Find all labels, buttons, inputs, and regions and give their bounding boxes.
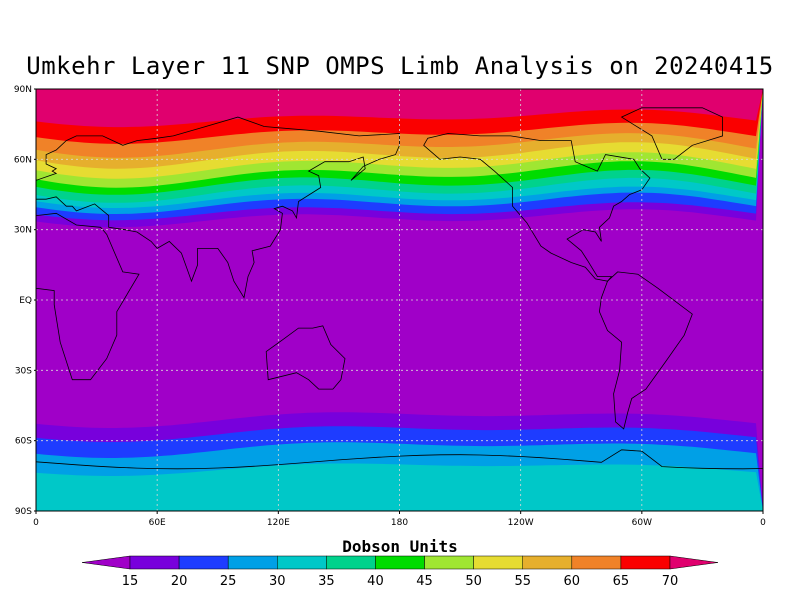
band-75: [36, 89, 763, 128]
north-america-coast: [423, 133, 651, 282]
colorbar-tick-label: 55: [514, 574, 531, 589]
colorbar: 15 20 25 30 35 40 45 50 55 60 65 70: [81, 555, 719, 589]
lon-label: 120E: [267, 518, 290, 528]
colorbar-swatch: [522, 555, 573, 570]
antarctica-coast: [35, 449, 764, 470]
colorbar-tick-label: 45: [416, 574, 433, 589]
map-title: Umkehr Layer 11 SNP OMPS Limb Analysis o…: [26, 52, 774, 80]
gridlines: [36, 89, 763, 511]
colorbar-tick-label: 15: [122, 574, 139, 589]
colorbar-tick-label: 20: [171, 574, 188, 589]
lon-label: 0: [760, 518, 766, 528]
south-america-coast: [598, 271, 693, 430]
colorbar-swatch: [571, 555, 622, 570]
colorbar-swatch: [227, 555, 278, 570]
colorbar-arrow-low: [81, 555, 131, 570]
colorbar-tick-label: 25: [220, 574, 237, 589]
lat-label: 60S: [15, 437, 32, 447]
coastlines: [35, 107, 764, 470]
colorbar-title: Dobson Units: [342, 537, 458, 556]
lat-label: 60N: [14, 155, 32, 165]
lon-label: 120W: [508, 518, 534, 528]
colorbar-swatch: [375, 555, 425, 570]
lon-label: 180: [391, 518, 408, 528]
africa-coast: [35, 212, 140, 381]
colorbar-tick-label: 60: [564, 574, 581, 589]
colorbar-swatch: [277, 555, 327, 570]
eurasia-coast: [35, 116, 400, 299]
longitude-labels: 0 60E 120E 180 120W 60W 0: [33, 511, 766, 528]
lon-label: 0: [33, 518, 39, 528]
lat-label: 90S: [15, 507, 32, 517]
australia-coast: [265, 325, 346, 390]
colorbar-swatch: [620, 555, 671, 570]
colorbar-tick-label: 70: [662, 574, 679, 589]
colorbar-tick-label: 30: [269, 574, 286, 589]
colorbar-tick-label: 65: [613, 574, 630, 589]
colorbar-swatch: [326, 555, 376, 570]
colorbar-swatch: [424, 555, 474, 570]
latitude-labels: 90N 60N 30N EQ 30S 60S 90S: [14, 85, 36, 517]
lon-label: 60W: [632, 518, 652, 528]
lat-label: 30N: [14, 226, 32, 236]
colorbar-tick-label: 35: [318, 574, 335, 589]
lon-label: 60E: [149, 518, 166, 528]
lat-label: 90N: [14, 85, 32, 95]
colorbar-tick-label: 50: [465, 574, 482, 589]
colorbar-tick-label: 40: [367, 574, 384, 589]
band-35: [36, 463, 763, 511]
colorbar-swatch: [178, 555, 229, 570]
lat-label: EQ: [19, 296, 32, 306]
lat-label: 30S: [15, 366, 32, 376]
colorbar-arrow-high: [669, 555, 719, 570]
colorbar-swatch: [473, 555, 523, 570]
greenland-coast: [620, 107, 723, 160]
colorbar-swatch: [129, 555, 180, 570]
